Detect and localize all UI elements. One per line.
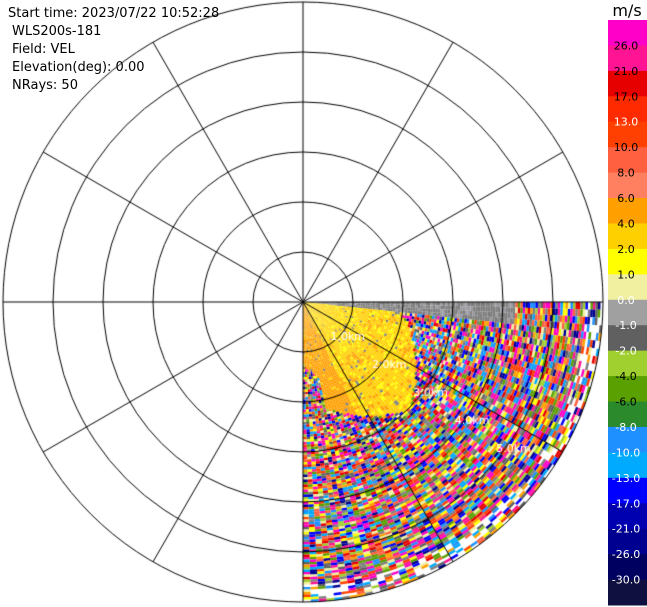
colorbar-block — [608, 376, 647, 403]
colorbar-block — [608, 223, 647, 250]
colorbar-block — [608, 299, 647, 326]
colorbar-block — [608, 350, 647, 377]
colorbar-block — [608, 426, 647, 453]
colorbar-tick-label: -4.0 — [615, 370, 636, 383]
elevation-label: Elevation(deg): 0.00 — [12, 60, 145, 75]
colorbar-tick-label: -30.0 — [612, 574, 640, 587]
colorbar-tick-label: -17.0 — [612, 497, 640, 510]
colorbar-block — [608, 147, 647, 174]
colorbar-block — [608, 248, 647, 275]
colorbar-block — [608, 121, 647, 148]
colorbar-tick-label: 17.0 — [614, 90, 639, 103]
start-time-label: Start time: 2023/07/22 10:52:28 — [8, 6, 220, 21]
colorbar-tick-label: 1.0 — [617, 268, 635, 281]
colorbar-block — [608, 579, 647, 606]
colorbar-tick-label: 0.0 — [617, 294, 635, 307]
colorbar-block — [608, 477, 647, 504]
colorbar-tick-label: 21.0 — [614, 65, 639, 78]
colorbar-block — [608, 503, 647, 530]
colorbar-tick-label: -26.0 — [612, 548, 640, 561]
colorbar-tick-label: 10.0 — [614, 141, 639, 154]
colorbar-units: m/s — [612, 1, 641, 20]
colorbar-block — [608, 70, 647, 97]
field-label: Field: VEL — [12, 42, 75, 57]
colorbar-block — [608, 274, 647, 301]
instrument-label: WLS200s-181 — [12, 24, 102, 39]
colorbar-block — [608, 172, 647, 199]
colorbar-block — [608, 528, 647, 555]
colorbar-block — [608, 198, 647, 224]
colorbar-block — [608, 401, 647, 428]
colorbar-tick-label: -6.0 — [615, 396, 636, 409]
colorbar-block — [608, 96, 647, 123]
nrays-label: NRays: 50 — [12, 78, 78, 93]
colorbar-tick-label: 13.0 — [614, 116, 639, 129]
colorbar-tick-label: 2.0 — [617, 243, 635, 256]
colorbar-tick-label: -21.0 — [612, 523, 640, 536]
colorbar-block — [608, 20, 647, 46]
colorbar-tick-label: -10.0 — [612, 446, 640, 459]
colorbar-block — [608, 45, 647, 72]
colorbar-tick-label: -8.0 — [615, 421, 636, 434]
colorbar-tick-label: 8.0 — [617, 167, 635, 180]
colorbar-block — [608, 325, 647, 352]
colorbar-block — [608, 452, 647, 479]
colorbar-tick-label: 26.0 — [614, 39, 639, 52]
colorbar-tick-label: -13.0 — [612, 472, 640, 485]
colorbar-tick-label: 4.0 — [617, 217, 635, 230]
colorbar-block — [608, 554, 647, 581]
colorbar-tick-label: -1.0 — [615, 319, 636, 332]
colorbar-tick-label: 6.0 — [617, 192, 635, 205]
colorbar-tick-label: -2.0 — [615, 345, 636, 358]
